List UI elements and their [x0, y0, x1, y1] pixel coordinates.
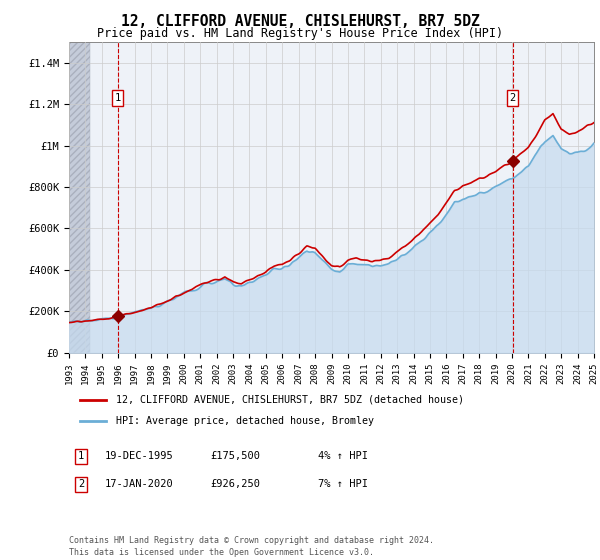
Text: Price paid vs. HM Land Registry's House Price Index (HPI): Price paid vs. HM Land Registry's House … — [97, 27, 503, 40]
Text: 12, CLIFFORD AVENUE, CHISLEHURST, BR7 5DZ: 12, CLIFFORD AVENUE, CHISLEHURST, BR7 5D… — [121, 14, 479, 29]
Text: 1: 1 — [115, 93, 121, 103]
Text: 2: 2 — [509, 93, 516, 103]
Text: 12, CLIFFORD AVENUE, CHISLEHURST, BR7 5DZ (detached house): 12, CLIFFORD AVENUE, CHISLEHURST, BR7 5D… — [116, 395, 464, 405]
Text: Contains HM Land Registry data © Crown copyright and database right 2024.
This d: Contains HM Land Registry data © Crown c… — [69, 536, 434, 557]
Text: 2: 2 — [78, 479, 84, 489]
Text: 1: 1 — [78, 451, 84, 461]
Text: 4% ↑ HPI: 4% ↑ HPI — [318, 451, 368, 461]
Text: 7% ↑ HPI: 7% ↑ HPI — [318, 479, 368, 489]
Text: £926,250: £926,250 — [210, 479, 260, 489]
Text: 17-JAN-2020: 17-JAN-2020 — [105, 479, 174, 489]
Text: HPI: Average price, detached house, Bromley: HPI: Average price, detached house, Brom… — [116, 416, 374, 426]
Text: £175,500: £175,500 — [210, 451, 260, 461]
Text: 19-DEC-1995: 19-DEC-1995 — [105, 451, 174, 461]
